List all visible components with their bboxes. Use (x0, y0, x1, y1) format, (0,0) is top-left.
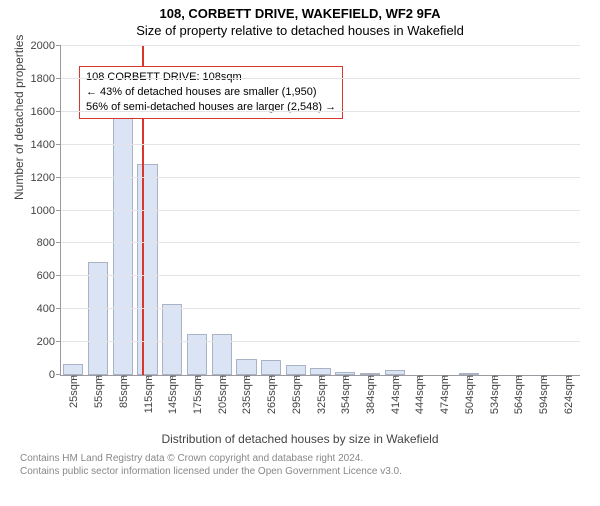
y-tick-mark (56, 210, 61, 211)
y-tick-label: 1600 (31, 106, 61, 118)
y-tick-mark (56, 177, 61, 178)
y-tick-label: 800 (37, 237, 61, 249)
gridline (61, 111, 580, 112)
annotation-line-3: 56% of semi-detached houses are larger (… (86, 100, 336, 115)
bar-slot: 594sqm (531, 46, 556, 375)
bar-slot: 564sqm (506, 46, 531, 375)
bar (236, 359, 256, 375)
x-tick-label: 205sqm (215, 375, 229, 414)
bar-slot: 504sqm (457, 46, 482, 375)
y-tick-mark (56, 374, 61, 375)
bar (310, 368, 330, 375)
page-subtitle: Size of property relative to detached ho… (0, 23, 600, 38)
y-tick-mark (56, 78, 61, 79)
x-tick-label: 564sqm (511, 375, 525, 414)
x-tick-label: 534sqm (487, 375, 501, 414)
x-tick-label: 504sqm (462, 375, 476, 414)
bar-slot: 414sqm (382, 46, 407, 375)
x-tick-label: 55sqm (91, 375, 105, 408)
x-tick-label: 115sqm (141, 375, 155, 413)
x-tick-label: 474sqm (437, 375, 451, 414)
bar (187, 334, 207, 375)
y-tick-label: 600 (37, 270, 61, 282)
x-tick-label: 624sqm (561, 375, 575, 414)
bar-slot: 444sqm (407, 46, 432, 375)
gridline (61, 45, 580, 46)
x-tick-label: 384sqm (363, 375, 377, 414)
plot-area: 25sqm55sqm85sqm115sqm145sqm175sqm205sqm2… (60, 46, 580, 376)
gridline (61, 242, 580, 243)
bar (162, 304, 182, 375)
y-tick-mark (56, 275, 61, 276)
bar (88, 262, 108, 376)
y-tick-label: 1000 (31, 205, 61, 217)
y-tick-label: 1400 (31, 139, 61, 151)
bar-slot: 384sqm (358, 46, 383, 375)
x-tick-label: 414sqm (388, 375, 402, 414)
x-axis-title: Distribution of detached houses by size … (0, 432, 600, 446)
y-tick-label: 1800 (31, 73, 61, 85)
x-tick-label: 85sqm (116, 375, 130, 408)
bar (212, 334, 232, 375)
x-tick-label: 265sqm (264, 375, 278, 414)
histogram-chart: 25sqm55sqm85sqm115sqm145sqm175sqm205sqm2… (60, 46, 580, 376)
x-tick-label: 295sqm (289, 375, 303, 414)
x-tick-label: 145sqm (165, 375, 179, 414)
bar (137, 164, 157, 375)
gridline (61, 210, 580, 211)
y-tick-label: 400 (37, 303, 61, 315)
gridline (61, 308, 580, 309)
bar (113, 105, 133, 375)
gridline (61, 275, 580, 276)
y-tick-mark (56, 144, 61, 145)
y-tick-mark (56, 111, 61, 112)
page-address-title: 108, CORBETT DRIVE, WAKEFIELD, WF2 9FA (0, 6, 600, 21)
bar-slot: 474sqm (432, 46, 457, 375)
gridline (61, 341, 580, 342)
y-tick-mark (56, 308, 61, 309)
y-tick-label: 0 (49, 369, 61, 381)
y-tick-label: 200 (37, 336, 61, 348)
gridline (61, 144, 580, 145)
y-axis-title: Number of detached properties (12, 35, 26, 200)
x-tick-label: 25sqm (66, 375, 80, 408)
bar-slot: 624sqm (555, 46, 580, 375)
bar-slot: 534sqm (481, 46, 506, 375)
y-tick-mark (56, 341, 61, 342)
bar (63, 364, 83, 376)
footer-line-1: Contains HM Land Registry data © Crown c… (20, 452, 580, 465)
footer-attribution: Contains HM Land Registry data © Crown c… (20, 452, 580, 478)
footer-line-2: Contains public sector information licen… (20, 465, 580, 478)
x-tick-label: 594sqm (536, 375, 550, 414)
x-tick-label: 235sqm (239, 375, 253, 414)
x-tick-label: 444sqm (412, 375, 426, 414)
x-tick-label: 354sqm (338, 375, 352, 414)
x-tick-label: 325sqm (314, 375, 328, 414)
gridline (61, 177, 580, 178)
gridline (61, 78, 580, 79)
bar (261, 360, 281, 375)
y-tick-mark (56, 45, 61, 46)
x-tick-label: 175sqm (190, 375, 204, 414)
y-tick-label: 2000 (31, 40, 61, 52)
annotation-line-2: ← 43% of detached houses are smaller (1,… (86, 85, 336, 100)
y-tick-label: 1200 (31, 172, 61, 184)
y-tick-mark (56, 242, 61, 243)
bar (286, 365, 306, 375)
